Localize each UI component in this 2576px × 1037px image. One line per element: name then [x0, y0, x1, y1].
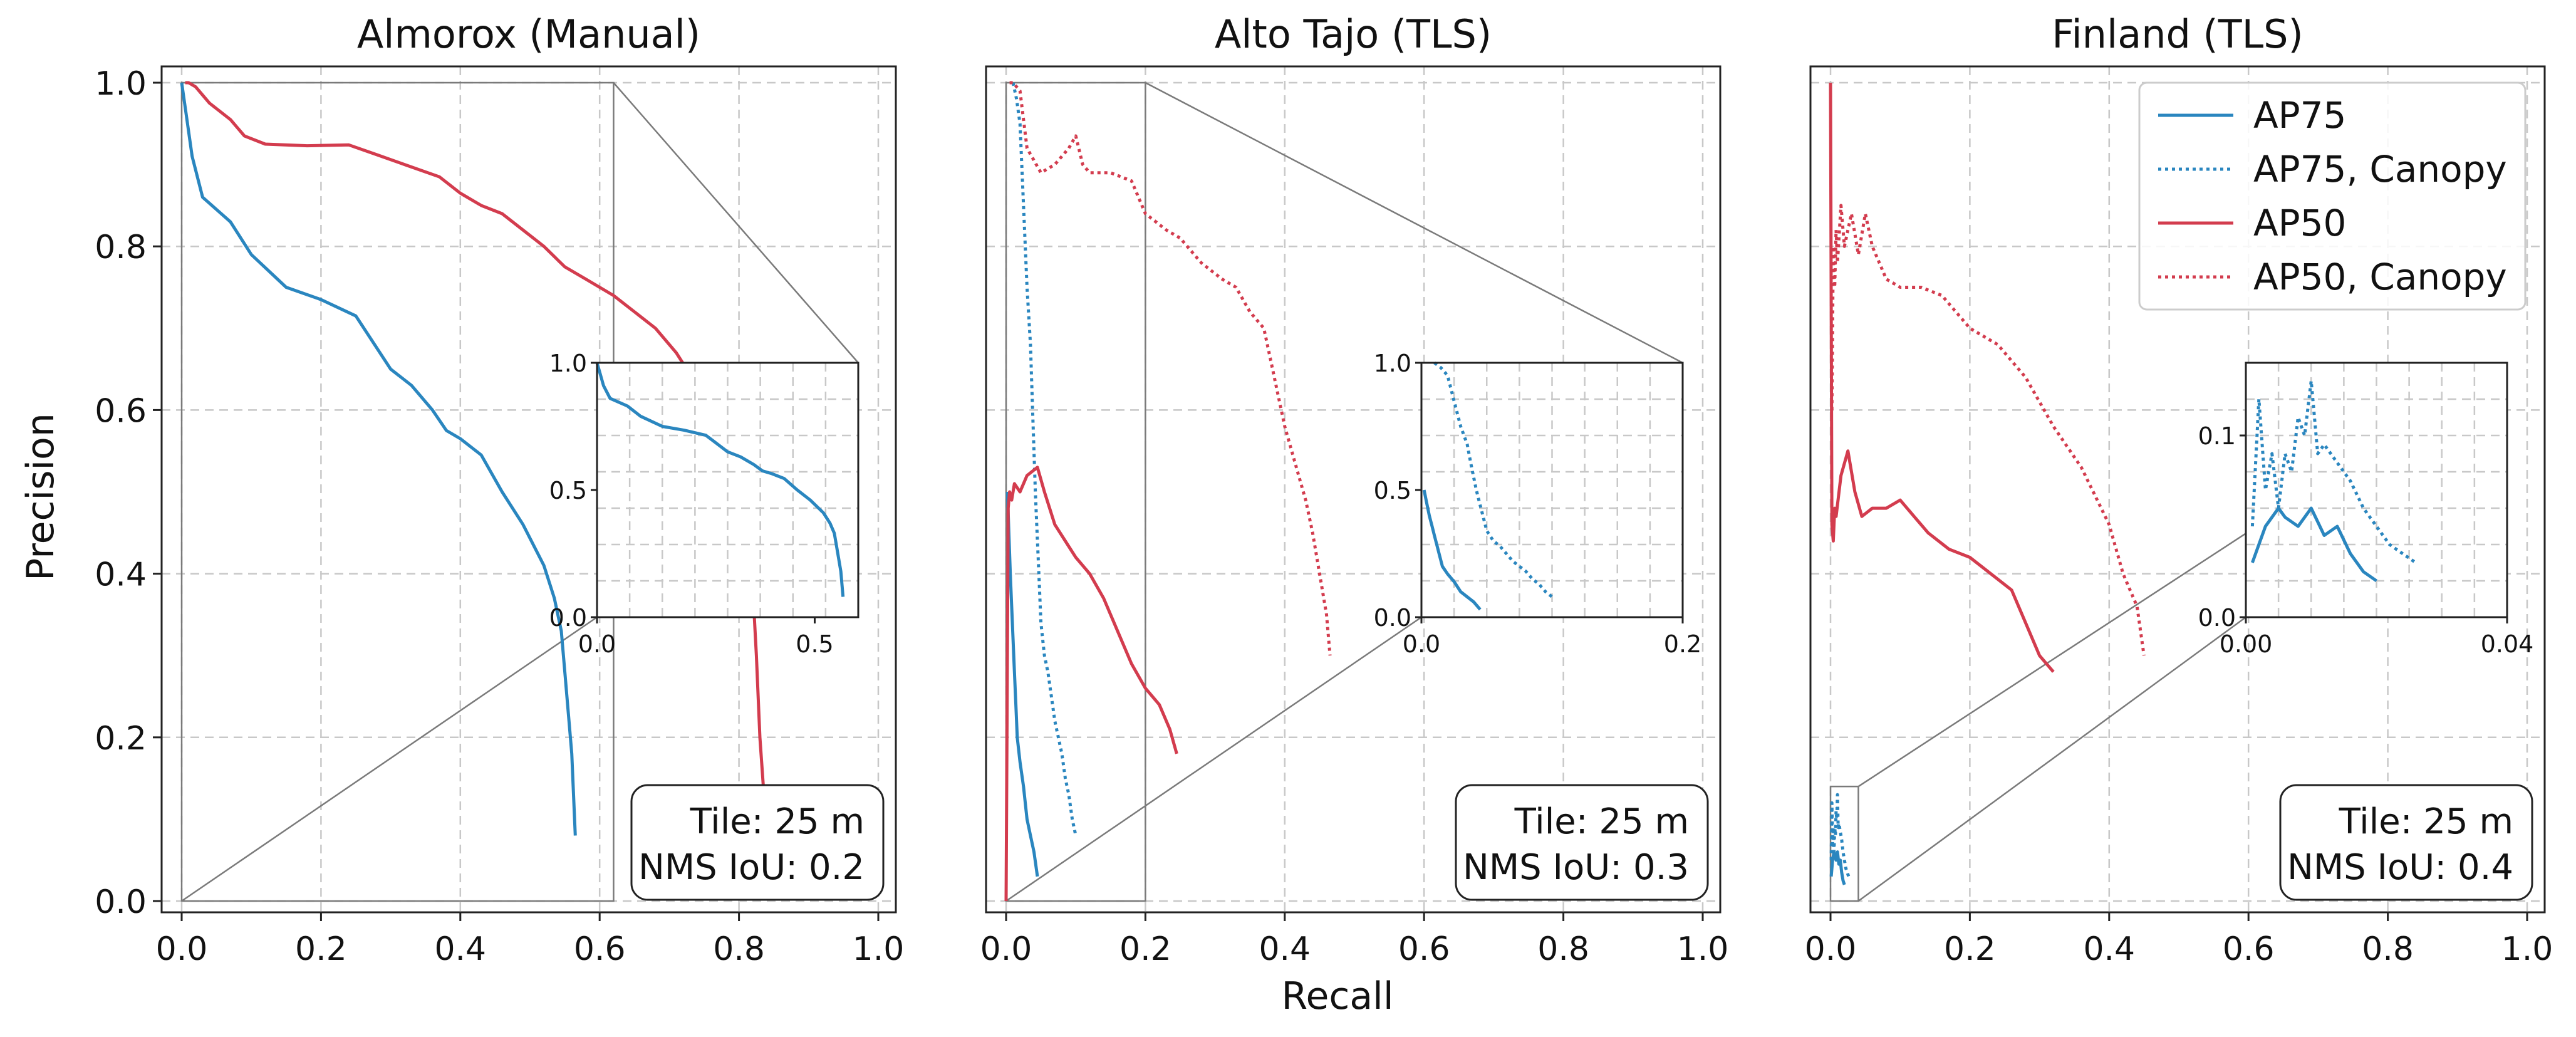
legend-label: AP75 — [2253, 94, 2346, 137]
inset-y-tick-label: 0.0 — [1374, 604, 1411, 632]
x-tick-label: 0.4 — [2083, 930, 2135, 968]
inset-x-tick-label: 0.00 — [2220, 630, 2273, 658]
info-tile: Tile: 25 m — [2339, 801, 2513, 842]
panel-title: Finland (TLS) — [2052, 11, 2303, 57]
x-tick-label: 0.2 — [1119, 930, 1171, 968]
legend-label: AP50 — [2253, 202, 2346, 244]
legend-label: AP50, Canopy — [2253, 256, 2507, 298]
x-tick-label: 0.6 — [1398, 930, 1450, 968]
x-tick-label: 0.0 — [156, 930, 208, 968]
info-box — [630, 784, 885, 901]
inset-x-tick-label: 0.5 — [796, 630, 833, 658]
info-box — [2279, 784, 2533, 901]
inset-1: 0.0 0.2 0.0 0.5 1.0 — [1374, 350, 1702, 658]
panel-title: Almorox (Manual) — [357, 11, 700, 57]
x-tick-label: 0.0 — [980, 930, 1032, 968]
x-tick-label: 1.0 — [2501, 930, 2553, 968]
series-line-ap50-canopy — [1830, 204, 2146, 656]
inset-series-ap75 — [1422, 489, 1482, 611]
series-line-ap75-canopy — [1829, 793, 1851, 877]
inset-y-tick-label: 1.0 — [549, 350, 587, 377]
x-tick-label: 0.8 — [1537, 930, 1589, 968]
zoom-connector — [613, 82, 859, 363]
zoom-connector — [181, 616, 598, 902]
x-tick-label: 0.6 — [2223, 930, 2275, 968]
series-line-ap75 — [180, 82, 577, 836]
inset-background — [597, 363, 858, 617]
inset-y-tick-label: 0.5 — [549, 477, 587, 504]
x-axis-label: Recall — [1281, 974, 1393, 1018]
inset-frame — [2245, 362, 2508, 618]
inset-x-tick-label: 0.04 — [2481, 630, 2534, 658]
legend-label: AP75, Canopy — [2253, 148, 2507, 190]
x-tick-label: 0.6 — [574, 930, 626, 968]
x-tick-label: 1.0 — [1677, 930, 1729, 968]
info-nms: NMS IoU: 0.4 — [2287, 847, 2513, 888]
legend-box — [2138, 81, 2527, 311]
inset-series-ap75 — [2251, 506, 2377, 583]
x-tick-label: 0.4 — [1259, 930, 1311, 968]
inset-2: 0.00 0.04 0.0 0.1 — [2198, 362, 2534, 658]
x-tick-label: 0.2 — [295, 930, 347, 968]
axes-frame — [1809, 65, 2546, 914]
axes-frame — [985, 65, 1722, 914]
info-nms: NMS IoU: 0.3 — [1463, 847, 1689, 888]
zoom-connector — [1005, 616, 1422, 902]
axes-frame — [160, 65, 897, 914]
inset-series-ap75 — [595, 362, 845, 597]
panel-2: 0.0 0.2 0.4 0.6 0.8 1.0 Finland (TLS) Tile: 25 … — [1805, 11, 2553, 968]
legend: AP75 AP75, Canopy AP50 AP50, Canopy — [2138, 81, 2527, 311]
inset-series-ap75-canopy — [1433, 362, 1554, 598]
info-tile: Tile: 25 m — [690, 801, 865, 842]
inset-y-tick-label: 0.1 — [2198, 422, 2236, 450]
y-axis-label: Precision — [19, 413, 63, 581]
series-line-ap75 — [1005, 491, 1039, 877]
inset-x-tick-label: 0.0 — [578, 630, 616, 658]
inset-x-tick-label: 0.0 — [1403, 630, 1440, 658]
y-tick-label: 0.2 — [95, 720, 147, 758]
x-tick-label: 0.4 — [434, 930, 486, 968]
y-tick-label: 1.0 — [95, 65, 147, 103]
series-line-ap50-canopy — [1009, 81, 1332, 656]
inset-series-ap75-canopy — [2250, 379, 2417, 565]
zoom-connector — [1145, 81, 1683, 364]
info-tile: Tile: 25 m — [1514, 801, 1689, 842]
y-tick-label: 0.0 — [95, 883, 147, 921]
panel-0: 0.0 0.2 0.4 0.6 0.8 1.0 0.0 0.2 0.4 0.6 0.8 1.0 Almo… — [95, 11, 904, 968]
x-tick-label: 1.0 — [853, 930, 905, 968]
info-nms: NMS IoU: 0.2 — [638, 847, 865, 888]
zoom-connector — [1857, 616, 2246, 902]
x-tick-label: 0.8 — [2362, 930, 2414, 968]
x-tick-label: 0.2 — [1944, 930, 1996, 968]
y-tick-label: 0.8 — [95, 229, 147, 266]
panel-1: 0.0 0.2 0.4 0.6 0.8 1.0 Alto Tajo (TLS) Tile: 2… — [980, 11, 1729, 968]
series-line-ap50 — [1004, 466, 1178, 902]
info-box — [1455, 784, 1709, 901]
panels: 0.0 0.2 0.4 0.6 0.8 1.0 0.0 0.2 0.4 0.6 0.8 1.0 Almo… — [95, 11, 2553, 968]
zoom-region — [1005, 81, 1146, 902]
series-line-ap75-canopy — [1011, 82, 1078, 836]
inset-y-tick-label: 0.0 — [549, 604, 587, 632]
series-line-ap50 — [1829, 82, 2055, 673]
inset-background — [1421, 363, 1683, 617]
y-tick-label: 0.6 — [95, 392, 147, 430]
x-tick-label: 0.0 — [1805, 930, 1857, 968]
x-tick-label: 0.8 — [713, 930, 765, 968]
y-tick-label: 0.4 — [95, 556, 147, 594]
inset-y-tick-label: 1.0 — [1374, 350, 1411, 377]
inset-background — [2246, 363, 2507, 617]
series-line-ap75 — [1829, 850, 1846, 885]
inset-y-tick-label: 0.5 — [1374, 477, 1411, 504]
panel-title: Alto Tajo (TLS) — [1215, 11, 1492, 57]
inset-0: 0.0 0.5 0.0 0.5 1.0 — [549, 350, 860, 658]
inset-x-tick-label: 0.2 — [1664, 630, 1701, 658]
inset-y-tick-label: 0.0 — [2198, 604, 2236, 632]
